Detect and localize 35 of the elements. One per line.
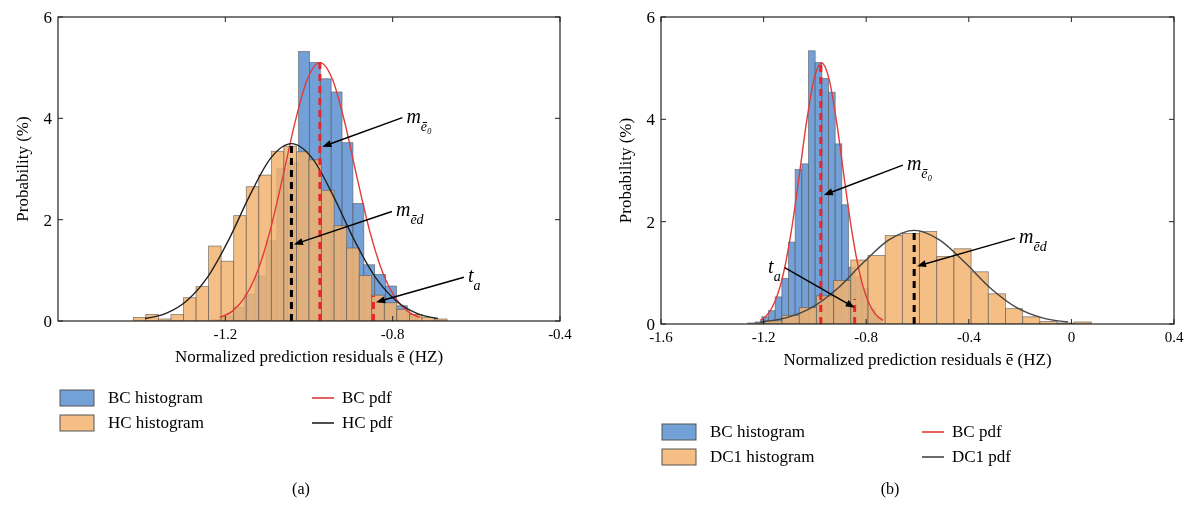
y-axis-title: Probability (%) [616,117,635,224]
x-axis-title: Normalized prediction residuals ē (HZ) [174,347,444,366]
y-tick-label: 4 [43,109,53,129]
x-tick-label: -1.2 [213,326,238,342]
x-tick-label: -1.6 [649,329,674,345]
legend-label: BC histogram [108,388,203,407]
y-axis-title: Probability (%) [13,116,32,222]
legend-label: BC pdf [342,388,392,407]
annotation: m$_{ēd}$ [1018,225,1048,254]
text: (a) [292,480,310,498]
legend-label: BC pdf [952,422,1002,441]
text: (b) [880,480,900,498]
legend-label: DC1 pdf [952,447,1012,466]
annotation: m$_{ē₀}$ [406,104,433,134]
x-tick-label: -0.4 [548,326,573,342]
x-tick-label: -0.8 [854,329,879,345]
annotation: m$_{ē₀}$ [906,152,933,181]
y-tick-label: 4 [646,110,656,130]
annotation: t$_{a}$ [768,254,781,284]
y-tick-label: 2 [646,212,655,232]
legend-label: BC histogram [710,422,805,441]
y-tick-label: 6 [646,8,655,27]
annotation: t$_{a}$ [467,264,481,293]
x-tick-label: 0.4 [1164,329,1184,345]
x-tick-label: 0 [1067,329,1076,345]
legend-label: HC histogram [108,413,204,432]
y-tick-label: 2 [43,210,52,230]
legend-label: HC pdf [342,413,393,432]
y-tick-label: 6 [43,8,52,27]
x-axis-title: Normalized prediction residuals ē (HZ) [783,350,1052,369]
x-tick-label: -0.4 [956,329,982,345]
legend-label: DC1 histogram [710,447,815,466]
x-tick-label: -0.8 [380,326,405,342]
annotation: m$_{ēd}$ [395,198,425,227]
x-tick-label: -1.2 [751,329,776,345]
